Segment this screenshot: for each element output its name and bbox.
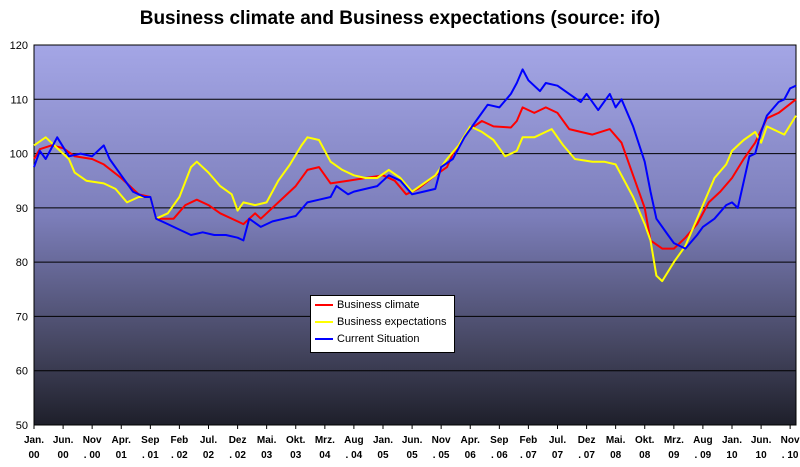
series-lines — [33, 68, 797, 283]
x-tick-label: . 06 — [491, 450, 508, 461]
legend-swatch — [315, 321, 333, 324]
legend-item-business-climate: Business climate — [315, 299, 420, 315]
x-tick-label: . 02 — [171, 450, 188, 461]
x-tick-label: Jun. — [402, 435, 423, 446]
x-tick-label: 07 — [552, 450, 564, 461]
x-tick-label: Nov — [83, 435, 102, 446]
x-tick-label: Aug — [344, 435, 363, 446]
x-tick-label: Jul. — [549, 435, 566, 446]
y-tick-label: 90 — [16, 203, 28, 215]
legend-item-business-expectations: Business expectations — [315, 316, 446, 332]
x-tick-label: Jul. — [200, 435, 217, 446]
x-tick-label: Feb — [171, 435, 189, 446]
x-tick-label: 06 — [465, 450, 477, 461]
series-line-current-situation — [33, 68, 797, 250]
x-tick-label: Dez — [229, 435, 247, 446]
x-tick-label: Jan. — [24, 435, 44, 446]
legend-label: Business climate — [337, 299, 420, 311]
x-tick-label: . 01 — [142, 450, 159, 461]
x-tick-label: Dez — [578, 435, 596, 446]
x-tick-label: Okt. — [286, 435, 306, 446]
x-tick-label: Jan. — [722, 435, 742, 446]
x-tick-label: Aug — [693, 435, 712, 446]
x-tick-label: Nov — [432, 435, 451, 446]
y-tick-label: 80 — [16, 257, 28, 269]
x-tick-label: . 05 — [433, 450, 450, 461]
x-tick-label: 05 — [377, 450, 389, 461]
y-tick-label: 100 — [10, 149, 28, 161]
x-tick-label: Mrz. — [664, 435, 684, 446]
x-tick-label: . 07 — [578, 450, 595, 461]
x-tick-label: 03 — [290, 450, 302, 461]
x-tick-label: Jun. — [751, 435, 772, 446]
x-tick-label: 08 — [610, 450, 622, 461]
x-tick-label: Sep — [490, 435, 508, 446]
x-tick-label: . 09 — [695, 450, 712, 461]
legend-label: Current Situation — [337, 333, 420, 345]
x-tick-label: 00 — [58, 450, 70, 461]
x-tick-label: Jan. — [373, 435, 393, 446]
x-tick-label: 02 — [203, 450, 215, 461]
x-tick-label: . 04 — [346, 450, 363, 461]
y-tick-label: 110 — [10, 94, 28, 106]
x-tick-label: Mai. — [257, 435, 277, 446]
x-tick-label: Jun. — [53, 435, 74, 446]
x-tick-label: 03 — [261, 450, 273, 461]
y-tick-label: 120 — [10, 40, 28, 52]
x-tick-label: 10 — [756, 450, 768, 461]
x-tick-label: Okt. — [635, 435, 655, 446]
y-tick-label: 60 — [16, 366, 28, 378]
y-tick-label: 50 — [16, 420, 28, 432]
x-tick-label: Mrz. — [315, 435, 335, 446]
legend-swatch — [315, 304, 333, 307]
x-tick-label: Apr. — [112, 435, 132, 446]
x-tick-label: Feb — [519, 435, 537, 446]
legend-label: Business expectations — [337, 316, 447, 328]
legend: Business climate Business expectations C… — [310, 295, 455, 353]
plot-area — [33, 44, 797, 426]
x-tick-label: 09 — [668, 450, 680, 461]
legend-swatch — [315, 338, 333, 341]
x-axis: Jan. 00 Jun. 00 Nov . 00 Apr. 01 Sep . 01 Feb . 02 J… — [24, 425, 800, 461]
y-tick-label: 70 — [16, 311, 28, 323]
x-tick-label: 00 — [28, 450, 40, 461]
x-tick-label: Mai. — [606, 435, 626, 446]
x-tick-label: 04 — [319, 450, 331, 461]
chart-title: Business climate and Business expectatio… — [139, 8, 661, 29]
legend-item-current-situation: Current Situation — [315, 333, 420, 349]
x-tick-label: 10 — [726, 450, 738, 461]
x-tick-label: . 02 — [229, 450, 246, 461]
x-tick-label: . 07 — [520, 450, 537, 461]
x-tick-label: 05 — [407, 450, 419, 461]
x-tick-label: . 00 — [84, 450, 101, 461]
x-tick-label: 01 — [116, 450, 128, 461]
x-tick-label: Apr. — [461, 435, 481, 446]
x-tick-label: 08 — [639, 450, 651, 461]
x-tick-label: Sep — [141, 435, 159, 446]
x-tick-label: . 10 — [782, 450, 799, 461]
x-tick-label: Nov — [781, 435, 800, 446]
y-axis: 50 60 70 80 90 100 110 120 — [10, 40, 28, 432]
